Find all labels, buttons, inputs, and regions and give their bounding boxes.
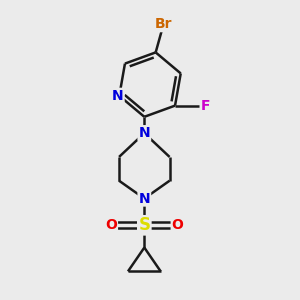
Text: N: N	[112, 89, 124, 103]
Text: O: O	[105, 218, 117, 232]
Text: N: N	[139, 191, 150, 206]
Text: O: O	[172, 218, 184, 232]
Text: N: N	[139, 126, 150, 140]
Text: S: S	[138, 216, 150, 234]
Text: Br: Br	[154, 17, 172, 31]
Text: F: F	[201, 99, 210, 112]
